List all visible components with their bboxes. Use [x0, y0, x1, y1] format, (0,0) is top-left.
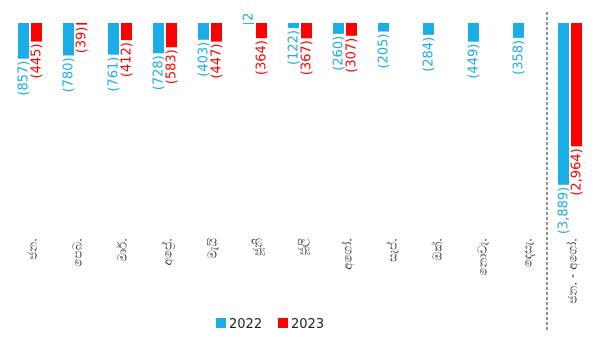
category-label: අගෝ.: [341, 238, 356, 270]
data-label-2023: (39): [75, 27, 90, 54]
bar-2022: [108, 23, 119, 55]
bar-2023: [301, 23, 312, 39]
category-group: (122)(367) ජූලි: [287, 23, 315, 255]
bar-2023: [211, 23, 222, 42]
category-group: (780) (39) පෙබ.: [62, 23, 90, 267]
category-group: (358) දෙසැ.: [512, 23, 535, 267]
category-group: (260)(307) අගෝ.: [332, 23, 360, 270]
data-label-2023: (583): [165, 49, 180, 84]
data-label-2022: (205): [377, 34, 392, 69]
bar-2022: [558, 23, 569, 185]
category-label: මැයි: [206, 238, 220, 259]
bar-2023: [76, 23, 87, 25]
bar-2023: [166, 23, 177, 48]
data-label-2023: (447): [210, 44, 225, 79]
bar-2022: [288, 23, 299, 29]
data-label-2022: (449): [467, 44, 482, 79]
data-label-2022: (122): [287, 30, 302, 65]
category-group: (3,889)(2,964) ජන. - අගෝ.: [557, 23, 585, 304]
category-label: ජන.: [26, 238, 40, 260]
data-label-2023: (2,964): [570, 148, 585, 195]
category-label: නොවැ.: [476, 238, 490, 276]
data-label-2022: (780): [62, 57, 77, 92]
data-label-2022: (857): [17, 61, 32, 96]
category-label: ජන. - අගෝ.: [566, 238, 581, 304]
bar-2022: [243, 22, 254, 24]
data-label-2023: (307): [345, 38, 360, 73]
category-label: සැප්.: [385, 238, 399, 262]
legend-item-2022: 2022: [216, 317, 262, 332]
category-label: අප්‍රේ.: [160, 238, 175, 266]
bar-2023: [121, 23, 132, 41]
bar-2022: [18, 23, 29, 59]
bar-2022: [153, 23, 164, 54]
category-group: (761)(412) මාර්.: [107, 23, 135, 262]
bar-2022: [63, 23, 74, 56]
category-group: (449) නොවැ.: [467, 23, 490, 276]
category-label: පෙබ.: [71, 238, 85, 267]
legend-swatch: [216, 318, 226, 328]
bar-2022: [198, 23, 209, 40]
bar-2023: [31, 23, 42, 42]
legend-label: 2022: [229, 317, 262, 332]
data-label-2022: (3,889): [557, 187, 572, 234]
data-label-2023: (367): [300, 40, 315, 75]
data-label-2022: (403): [197, 42, 212, 77]
data-label-2022: (260): [332, 36, 347, 71]
data-label-2023: (412): [120, 42, 135, 77]
category-group: 2 (364) ජූනි: [242, 13, 270, 256]
data-label-2022: 2: [242, 13, 257, 21]
bar-2022: [378, 23, 389, 32]
category-label: ඔක්.: [430, 238, 444, 260]
bar-2023: [571, 23, 582, 147]
category-group: (857)(445) ජන.: [17, 23, 45, 260]
data-label-2023: (445): [30, 44, 45, 79]
category-group: (728)(583) අප්‍රේ.: [152, 23, 180, 266]
bar-2022: [513, 23, 524, 38]
category-label: ජූලි: [296, 238, 311, 255]
legend-item-2023: 2023: [278, 317, 324, 332]
bar-2022: [333, 23, 344, 34]
data-label-2023: (364): [255, 40, 270, 75]
bar-2023: [256, 23, 267, 39]
legend-swatch: [278, 318, 288, 328]
data-label-2022: (761): [107, 57, 122, 92]
legend-label: 2023: [291, 317, 324, 332]
data-label-2022: (284): [422, 37, 437, 72]
category-group: (403)(447) මැයි: [197, 23, 225, 259]
bar-2023: [346, 23, 357, 36]
category-group: (284) ඔක්.: [422, 23, 445, 260]
bar-2022: [468, 23, 479, 42]
bar-2022: [423, 23, 434, 35]
category-label: දෙසැ.: [521, 238, 535, 267]
data-label-2022: (358): [512, 40, 527, 75]
category-group: (205) සැප්.: [377, 23, 400, 262]
category-label: මාර්.: [116, 238, 130, 262]
data-label-2022: (728): [152, 55, 167, 90]
category-label: ජූනි: [251, 238, 266, 256]
